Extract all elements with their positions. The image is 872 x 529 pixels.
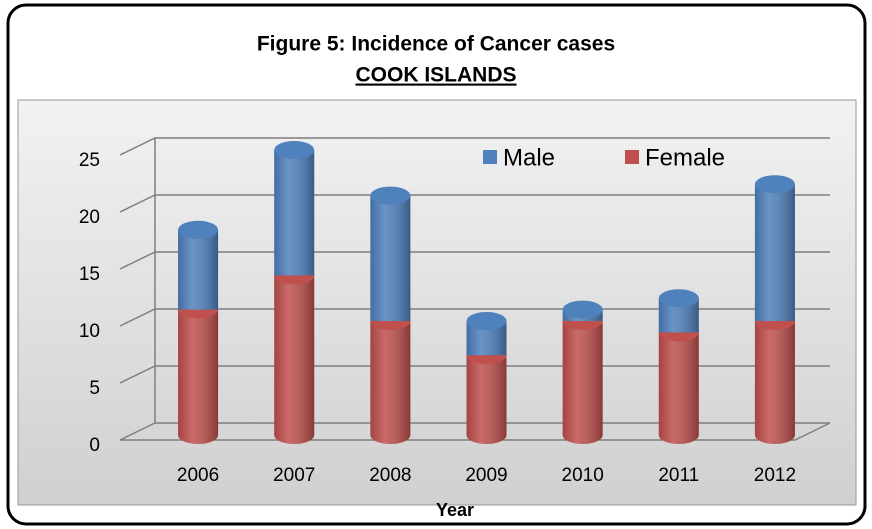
- bar-segment: [466, 312, 507, 356]
- cylinder-top: [562, 300, 603, 319]
- x-axis-label: Year: [436, 500, 474, 520]
- x-tick-label: 2008: [369, 465, 411, 486]
- bar-segment: [562, 300, 603, 321]
- cylinder-shade: [274, 150, 315, 276]
- floor: [120, 422, 831, 441]
- bar-segment: [754, 175, 795, 321]
- cylinder-top: [370, 186, 411, 205]
- bar-segment: [562, 312, 603, 444]
- bar-segment: [466, 346, 507, 444]
- cylinder-shade: [754, 184, 795, 321]
- legend-label: Female: [645, 144, 725, 171]
- x-tick-label: 2009: [465, 465, 507, 486]
- bar-segment: [178, 220, 219, 310]
- y-tick-label: 20: [79, 207, 100, 228]
- bar-segment: [754, 312, 795, 444]
- cylinder-shade: [658, 332, 699, 435]
- cylinder-top: [274, 141, 315, 159]
- legend-label: Male: [503, 144, 555, 171]
- cylinder-shade: [466, 355, 507, 435]
- cylinder-top: [754, 175, 795, 194]
- bar-segment: [658, 289, 699, 333]
- bar-segment: [370, 312, 411, 444]
- x-tick-label: 2012: [754, 465, 796, 486]
- bar-segment: [274, 266, 315, 444]
- y-tick-label: 15: [79, 264, 100, 285]
- bar-segment: [178, 300, 219, 444]
- y-tick-label: 5: [89, 378, 100, 399]
- legend-swatch: [483, 150, 497, 164]
- bar-segment: [658, 323, 699, 444]
- cylinder-shade: [562, 321, 603, 435]
- plot-area: [17, 99, 857, 506]
- legend-swatch: [625, 150, 639, 164]
- cylinder-top: [658, 289, 699, 308]
- chart-title: Figure 5: Incidence of Cancer cases: [257, 33, 615, 56]
- cylinder-shade: [178, 229, 219, 310]
- cylinder-shade: [370, 321, 411, 435]
- y-tick-label: 25: [79, 150, 100, 171]
- cylinder-shade: [274, 275, 315, 435]
- x-tick-label: 2011: [658, 465, 699, 486]
- bar-segment: [274, 141, 315, 276]
- x-tick-label: 2007: [273, 465, 315, 486]
- cylinder-shade: [178, 309, 219, 435]
- cylinder-top: [178, 220, 219, 239]
- y-tick-label: 10: [79, 321, 100, 342]
- y-tick-label: 0: [89, 435, 100, 456]
- x-tick-label: 2010: [562, 465, 604, 486]
- cylinder-top: [466, 312, 507, 330]
- cylinder-shade: [370, 195, 411, 321]
- chart-subtitle: COOK ISLANDS: [355, 64, 516, 87]
- cylinder-shade: [754, 321, 795, 435]
- bar-segment: [370, 186, 411, 321]
- x-tick-label: 2006: [177, 465, 219, 486]
